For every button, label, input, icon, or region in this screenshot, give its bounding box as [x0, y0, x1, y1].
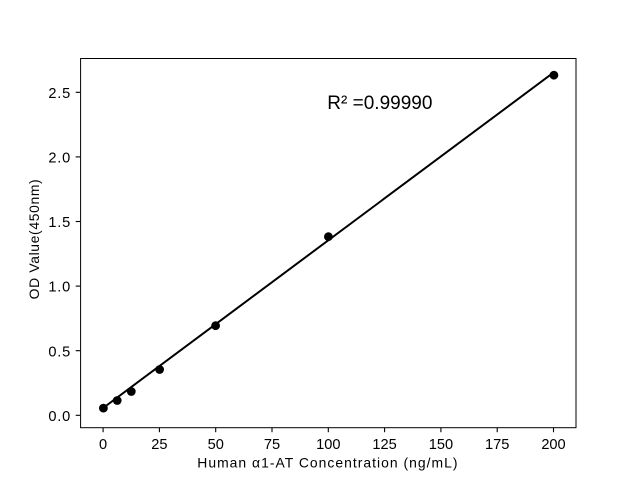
svg-text:0.5: 0.5 — [48, 344, 71, 360]
svg-text:100: 100 — [316, 437, 340, 453]
svg-text:1.0: 1.0 — [48, 280, 71, 296]
svg-text:0: 0 — [99, 437, 107, 453]
svg-text:2.0: 2.0 — [48, 151, 71, 167]
svg-text:R² =0.99990: R² =0.99990 — [327, 93, 432, 114]
svg-text:125: 125 — [372, 437, 396, 453]
svg-text:175: 175 — [485, 437, 509, 453]
svg-text:2.5: 2.5 — [48, 86, 71, 102]
svg-text:0.0: 0.0 — [48, 409, 71, 425]
svg-text:Human α1-AT Concentration (ng/: Human α1-AT Concentration (ng/mL) — [197, 454, 458, 470]
svg-text:1.5: 1.5 — [48, 215, 71, 231]
svg-text:75: 75 — [264, 437, 280, 453]
svg-text:50: 50 — [208, 437, 224, 453]
svg-text:200: 200 — [541, 437, 565, 453]
svg-text:OD Value(450nm): OD Value(450nm) — [26, 179, 42, 300]
svg-text:150: 150 — [429, 437, 453, 453]
svg-text:25: 25 — [151, 437, 167, 453]
